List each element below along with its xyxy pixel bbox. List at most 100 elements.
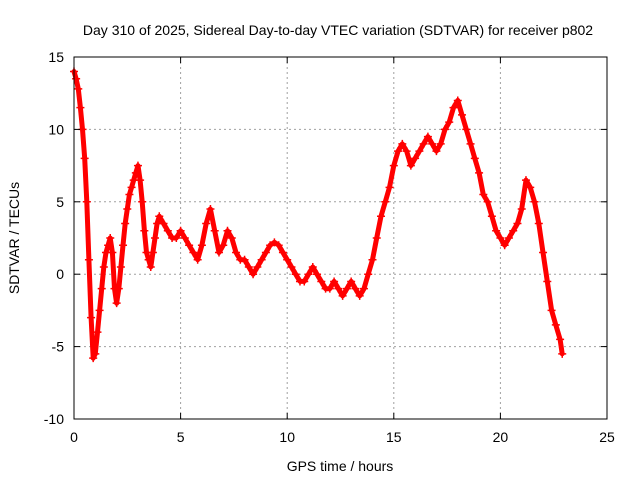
data-point	[227, 234, 236, 242]
data-point	[504, 234, 513, 242]
data-point	[197, 241, 206, 250]
data-point	[509, 226, 518, 235]
data-point	[334, 284, 343, 293]
data-point	[72, 74, 81, 83]
data-series	[70, 67, 567, 363]
data-point	[300, 277, 309, 286]
data-point	[432, 147, 441, 156]
y-axis: -10 -5 0 5 10 15	[44, 49, 607, 427]
data-point	[521, 176, 530, 185]
x-axis-label: GPS time / hours	[287, 458, 394, 474]
data-point	[317, 277, 326, 286]
data-point	[428, 139, 437, 148]
data-point	[466, 139, 475, 148]
data-point	[193, 255, 202, 264]
data-point	[338, 291, 347, 300]
data-point	[551, 320, 560, 329]
data-point	[270, 238, 279, 247]
data-point	[492, 226, 501, 235]
data-point	[359, 284, 368, 293]
data-point	[419, 139, 428, 148]
y-tick-label: -10	[44, 411, 64, 427]
data-point	[470, 154, 479, 163]
data-point	[91, 349, 100, 358]
data-point	[93, 328, 102, 337]
data-point	[125, 190, 134, 199]
y-tick-label: 5	[56, 194, 64, 210]
data-point	[453, 96, 462, 105]
data-point	[119, 241, 128, 250]
data-point	[483, 197, 492, 206]
data-point	[249, 270, 258, 279]
data-point	[398, 139, 407, 148]
data-point	[381, 197, 390, 206]
data-point	[364, 270, 373, 279]
data-point	[372, 234, 381, 242]
data-point	[144, 255, 153, 264]
data-point	[479, 190, 488, 199]
x-tick-label: 20	[493, 429, 509, 445]
data-point	[87, 313, 96, 322]
data-point	[176, 226, 185, 235]
data-point	[232, 248, 241, 257]
data-point	[151, 234, 160, 242]
data-point	[202, 219, 211, 228]
data-point	[138, 197, 147, 206]
data-point	[402, 147, 411, 156]
data-point	[159, 219, 168, 228]
data-point	[266, 241, 275, 250]
data-point	[445, 118, 454, 127]
data-point	[313, 270, 322, 279]
data-point	[513, 219, 522, 228]
data-point	[475, 168, 484, 177]
data-point	[121, 219, 130, 228]
data-point	[95, 306, 104, 315]
data-point	[180, 234, 189, 242]
data-point	[534, 219, 543, 228]
data-point	[539, 248, 548, 257]
data-point	[547, 306, 556, 315]
chart-title: Day 310 of 2025, Sidereal Day-to-day VTE…	[83, 22, 593, 38]
data-point	[214, 248, 223, 257]
data-point	[123, 205, 132, 214]
data-point	[423, 132, 432, 141]
data-point	[136, 176, 145, 185]
x-tick-label: 15	[386, 429, 402, 445]
data-point	[146, 262, 155, 271]
data-point	[114, 284, 123, 293]
data-point	[76, 103, 85, 112]
data-point	[240, 255, 249, 264]
data-point	[253, 262, 262, 271]
x-axis: 0 5 10 15 20 25	[70, 57, 615, 445]
data-point	[440, 125, 449, 134]
data-point	[543, 277, 552, 286]
y-tick-label: -5	[52, 339, 65, 355]
data-point	[496, 234, 505, 242]
data-point	[287, 262, 296, 271]
data-point	[127, 183, 136, 192]
data-point	[74, 84, 83, 93]
data-point	[325, 284, 334, 293]
data-point	[131, 168, 140, 177]
data-point	[185, 241, 194, 250]
data-point	[526, 183, 535, 192]
grid-lines	[74, 57, 607, 419]
x-tick-label: 5	[177, 429, 185, 445]
data-point	[84, 255, 93, 264]
data-point	[206, 205, 215, 214]
y-tick-label: 10	[48, 121, 64, 137]
data-point	[89, 354, 98, 363]
data-point	[436, 139, 445, 148]
x-tick-label: 10	[279, 429, 295, 445]
data-point	[487, 212, 496, 221]
data-point	[449, 103, 458, 112]
y-tick-label: 0	[56, 266, 64, 282]
data-point	[556, 335, 565, 344]
data-point	[99, 262, 108, 271]
y-tick-label: 15	[48, 49, 64, 65]
data-point	[368, 255, 377, 264]
data-point	[80, 154, 89, 163]
data-point	[210, 226, 219, 235]
data-point	[189, 248, 198, 257]
